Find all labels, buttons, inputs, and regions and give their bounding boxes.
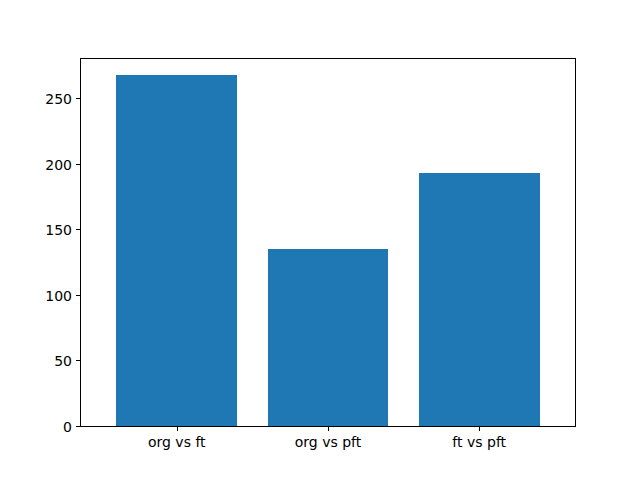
- bar-1: [268, 249, 389, 426]
- y-tick-mark: [76, 295, 80, 296]
- y-tick-mark: [76, 98, 80, 99]
- x-tick-label: org vs ft: [97, 434, 257, 450]
- x-tick-mark: [328, 427, 329, 431]
- bar-0: [116, 75, 237, 426]
- x-tick-mark: [479, 427, 480, 431]
- x-tick-label: org vs pft: [248, 434, 408, 450]
- y-tick-label: 100: [0, 288, 72, 304]
- y-tick-mark: [76, 229, 80, 230]
- plot-area: [80, 58, 576, 427]
- y-tick-label: 0: [0, 419, 72, 435]
- y-tick-label: 50: [0, 353, 72, 369]
- bar-chart-figure: 0 50 100 150 200 250 org vs ftorg vs pftft vs…: [0, 0, 640, 480]
- y-tick-label: 250: [0, 91, 72, 107]
- y-tick-mark: [76, 164, 80, 165]
- x-tick-label: ft vs pft: [399, 434, 559, 450]
- y-tick-mark: [76, 426, 80, 427]
- x-tick-mark: [177, 427, 178, 431]
- y-tick-label: 150: [0, 222, 72, 238]
- y-tick-mark: [76, 360, 80, 361]
- y-tick-label: 200: [0, 157, 72, 173]
- bar-2: [419, 173, 540, 426]
